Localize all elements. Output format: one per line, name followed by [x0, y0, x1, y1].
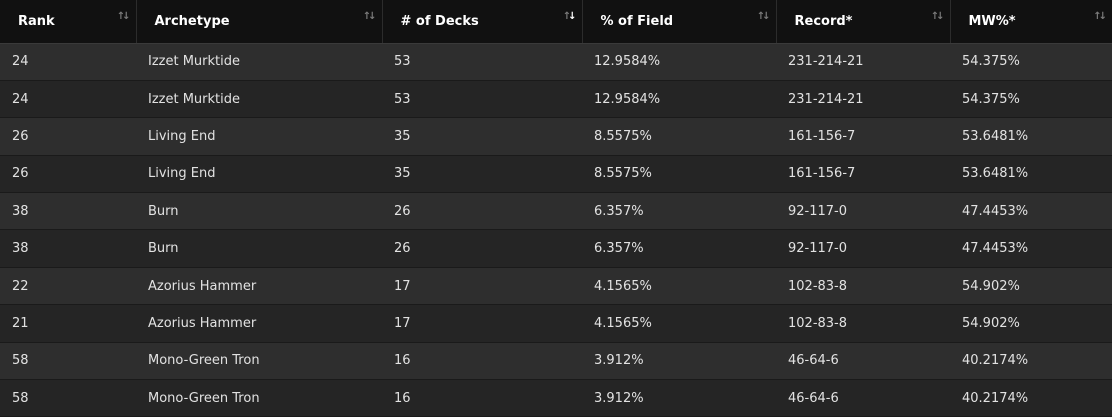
cell-field-percent: 3.912%: [594, 353, 644, 369]
cell-archetype: Izzet Murktide: [148, 91, 240, 107]
cell-rank: 26: [12, 166, 29, 182]
sort-both-arrows-icon[interactable]: ↑↓: [1093, 11, 1107, 22]
sort-both-arrows-icon[interactable]: ↑↓: [362, 11, 377, 22]
column-header-label: # of Decks: [400, 13, 479, 29]
cell-record: 92-117-0: [788, 241, 848, 257]
sort-descending-icon[interactable]: ↑↓: [562, 11, 577, 22]
cell-match-win-percent: 54.902%: [962, 278, 1020, 294]
cell-field-percent: 12.9584%: [594, 91, 661, 107]
cell-field-percent: 4.1565%: [594, 278, 652, 294]
sort-both-arrows-icon[interactable]: ↑↓: [116, 11, 131, 22]
cell-archetype: Azorius Hammer: [148, 278, 257, 294]
cell-rank: 38: [12, 241, 29, 257]
cell-decks: 35: [394, 166, 411, 182]
table-row: 24 Izzet Murktide 53 12.9584% 231-214-21 54.3…: [0, 80, 1112, 118]
table-row: 38 Burn 26 6.357% 92-117-0 47.4453%: [0, 192, 1112, 230]
cell-record: 46-64-6: [788, 353, 839, 369]
cell-rank: 26: [12, 128, 29, 144]
table-row: 58 Mono-Green Tron 16 3.912% 46-64-6 40.2174%: [0, 342, 1112, 380]
table-body: 24 Izzet Murktide 53 12.9584% 231-214-21 54.3…: [0, 43, 1112, 417]
cell-rank: 24: [12, 54, 29, 70]
cell-decks: 17: [394, 278, 411, 294]
column-header-match-win-percent[interactable]: MW%* ↑↓: [950, 0, 1112, 44]
cell-record: 92-117-0: [788, 203, 848, 219]
cell-rank: 22: [12, 278, 29, 294]
cell-match-win-percent: 40.2174%: [962, 353, 1029, 369]
cell-match-win-percent: 54.902%: [962, 315, 1020, 331]
cell-field-percent: 8.5575%: [594, 166, 652, 182]
table-row: 22 Azorius Hammer 17 4.1565% 102-83-8 54.902%: [0, 267, 1112, 305]
cell-decks: 53: [394, 91, 411, 107]
cell-decks: 16: [394, 353, 411, 369]
column-header-label: Rank: [18, 13, 55, 29]
cell-field-percent: 8.5575%: [594, 128, 652, 144]
sort-both-arrows-icon[interactable]: ↑↓: [930, 11, 945, 22]
table-header: Rank ↑↓ Archetype ↑↓ # of Decks ↑↓ % of Field ↑…: [0, 0, 1112, 44]
table-row: 58 Mono-Green Tron 16 3.912% 46-64-6 40.2174%: [0, 379, 1112, 417]
cell-rank: 24: [12, 91, 29, 107]
cell-archetype: Burn: [148, 203, 179, 219]
cell-decks: 26: [394, 203, 411, 219]
column-header-record[interactable]: Record* ↑↓: [776, 0, 951, 44]
sort-both-arrows-icon[interactable]: ↑↓: [756, 11, 771, 22]
cell-archetype: Izzet Murktide: [148, 54, 240, 70]
cell-rank: 58: [12, 353, 29, 369]
cell-archetype: Mono-Green Tron: [148, 353, 260, 369]
table-row: 21 Azorius Hammer 17 4.1565% 102-83-8 54.902%: [0, 304, 1112, 343]
cell-record: 161-156-7: [788, 166, 856, 182]
cell-decks: 26: [394, 241, 411, 257]
header-row: Rank ↑↓ Archetype ↑↓ # of Decks ↑↓ % of Field ↑…: [0, 0, 1112, 44]
cell-record: 46-64-6: [788, 390, 839, 406]
column-header-label: Archetype: [154, 13, 230, 29]
cell-field-percent: 6.357%: [594, 241, 644, 257]
column-header-label: Record*: [794, 13, 853, 29]
column-header-label: MW%*: [968, 13, 1016, 29]
cell-rank: 21: [12, 315, 29, 331]
cell-field-percent: 4.1565%: [594, 315, 652, 331]
cell-archetype: Living End: [148, 166, 216, 182]
column-header-label: % of Field: [600, 13, 674, 29]
column-header-rank[interactable]: Rank ↑↓: [0, 0, 137, 44]
cell-decks: 16: [394, 390, 411, 406]
cell-field-percent: 12.9584%: [594, 54, 661, 70]
cell-archetype: Azorius Hammer: [148, 315, 257, 331]
column-header-field-percent[interactable]: % of Field ↑↓: [582, 0, 777, 44]
cell-match-win-percent: 40.2174%: [962, 390, 1029, 406]
cell-archetype: Mono-Green Tron: [148, 390, 260, 406]
cell-match-win-percent: 53.6481%: [962, 128, 1029, 144]
cell-decks: 17: [394, 315, 411, 331]
cell-match-win-percent: 54.375%: [962, 91, 1020, 107]
cell-match-win-percent: 53.6481%: [962, 166, 1029, 182]
table-row: 26 Living End 35 8.5575% 161-156-7 53.6481%: [0, 117, 1112, 156]
cell-record: 102-83-8: [788, 315, 848, 331]
cell-match-win-percent: 47.4453%: [962, 203, 1029, 219]
column-header-decks[interactable]: # of Decks ↑↓: [382, 0, 583, 44]
table-row: 38 Burn 26 6.357% 92-117-0 47.4453%: [0, 229, 1112, 268]
cell-decks: 53: [394, 54, 411, 70]
cell-record: 161-156-7: [788, 128, 856, 144]
column-header-archetype[interactable]: Archetype ↑↓: [136, 0, 383, 44]
cell-archetype: Living End: [148, 128, 216, 144]
cell-field-percent: 6.357%: [594, 203, 644, 219]
table-row: 24 Izzet Murktide 53 12.9584% 231-214-21 54.3…: [0, 43, 1112, 81]
cell-match-win-percent: 47.4453%: [962, 241, 1029, 257]
cell-field-percent: 3.912%: [594, 390, 644, 406]
cell-record: 231-214-21: [788, 54, 864, 70]
cell-match-win-percent: 54.375%: [962, 54, 1020, 70]
cell-rank: 38: [12, 203, 29, 219]
cell-archetype: Burn: [148, 241, 179, 257]
cell-record: 231-214-21: [788, 91, 864, 107]
cell-rank: 58: [12, 390, 29, 406]
table-row: 26 Living End 35 8.5575% 161-156-7 53.6481%: [0, 155, 1112, 193]
cell-record: 102-83-8: [788, 278, 848, 294]
cell-decks: 35: [394, 128, 411, 144]
